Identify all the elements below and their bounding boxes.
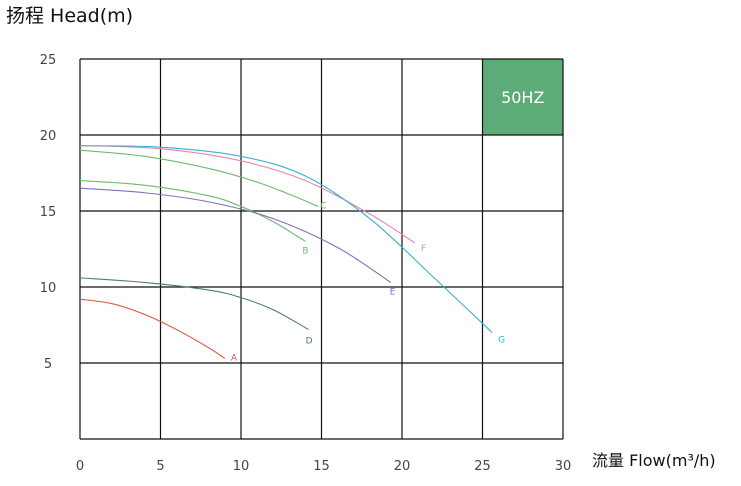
y-axis-label: 扬程 Head(m) bbox=[6, 5, 133, 27]
x-axis-label: 流量 Flow(m³/h) bbox=[592, 451, 716, 470]
badge-text: 50HZ bbox=[501, 88, 544, 107]
y-axis-ticks: 5 10 15 20 25 bbox=[40, 53, 57, 372]
series-group: A B C D E F G bbox=[79, 145, 505, 363]
badge-box bbox=[482, 59, 563, 135]
series-d-label: D bbox=[306, 337, 313, 347]
series-a-label: A bbox=[231, 353, 238, 363]
series-c-label: C bbox=[320, 201, 326, 211]
y-tick-label: 5 bbox=[44, 357, 52, 372]
x-tick-label: 30 bbox=[555, 459, 572, 474]
series-e-line bbox=[79, 187, 392, 283]
series-c-line bbox=[79, 149, 319, 207]
y-tick-label: 15 bbox=[40, 205, 57, 220]
grid bbox=[79, 58, 564, 440]
x-tick-label: 20 bbox=[394, 459, 411, 474]
y-tick-label: 25 bbox=[40, 53, 57, 68]
series-b-label: B bbox=[302, 246, 308, 256]
x-tick-label: 0 bbox=[76, 459, 84, 474]
series-a-line bbox=[79, 298, 226, 359]
series-g-label: G bbox=[498, 336, 505, 346]
series-g-line bbox=[79, 145, 493, 333]
x-tick-label: 25 bbox=[474, 459, 491, 474]
x-axis-ticks: 0 5 10 15 20 25 30 bbox=[76, 459, 571, 474]
x-tick-label: 15 bbox=[313, 459, 330, 474]
series-f-label: F bbox=[421, 244, 426, 254]
x-tick-label: 10 bbox=[233, 459, 250, 474]
y-tick-label: 10 bbox=[40, 281, 57, 296]
y-tick-label: 20 bbox=[40, 129, 57, 144]
series-b-line bbox=[79, 180, 306, 242]
x-tick-label: 5 bbox=[156, 459, 164, 474]
series-f-line bbox=[79, 145, 416, 244]
series-e-label: E bbox=[390, 287, 396, 297]
series-d-line bbox=[79, 277, 309, 331]
